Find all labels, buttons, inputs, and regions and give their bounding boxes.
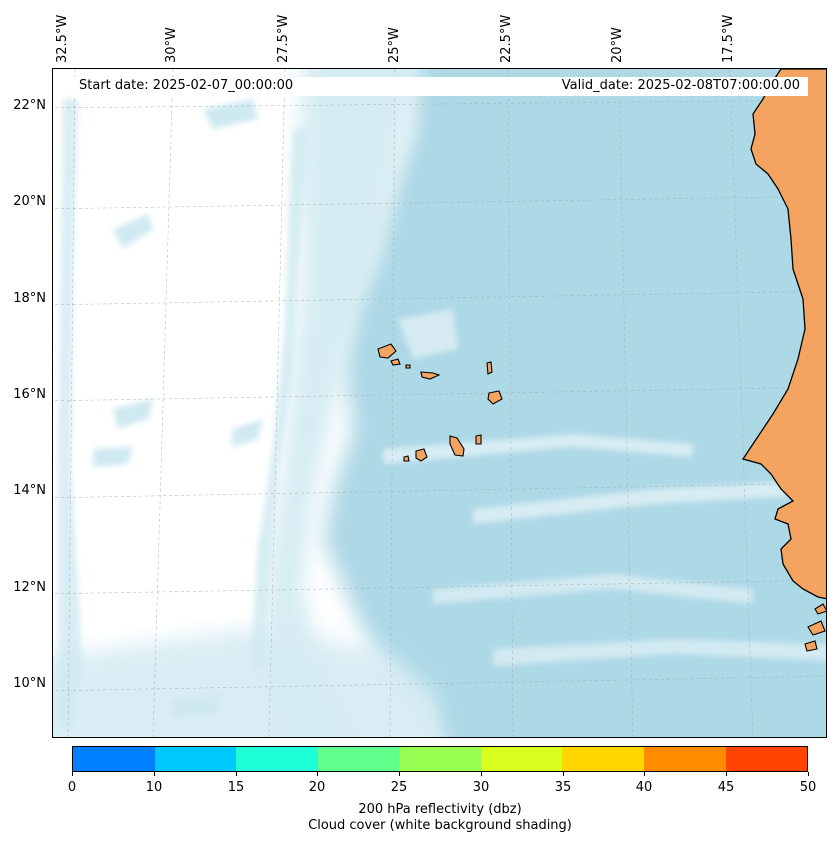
island-fogo (415, 448, 428, 462)
colorbar-tick-mark (399, 772, 400, 776)
lat-label-10n: 10°N (13, 676, 46, 691)
colorbar-tick-mark (481, 772, 482, 776)
lon-label-27-5w: 27.5°W (276, 14, 291, 63)
colorbar-tick-label: 10 (145, 780, 163, 795)
island-sao-nicolau (420, 371, 441, 380)
lat-label-18n: 18°N (13, 291, 46, 306)
colorbar-tick-mark (154, 772, 155, 776)
colorbar-segment-8 (725, 747, 808, 771)
colorbar-tick-label: 45 (717, 780, 735, 795)
colorbar-tick-mark (644, 772, 645, 776)
cloud-patch-1 (113, 214, 153, 249)
cloud-fringe (263, 69, 419, 737)
cloud-band-light-4 (493, 639, 826, 666)
africa-landmass (741, 69, 826, 600)
cloud-shading (53, 69, 826, 737)
colorbar-tick-mark (317, 772, 318, 776)
cloud-patch-6 (203, 99, 258, 129)
colorbar-segment-6 (562, 747, 644, 771)
lat-label-22n: 22°N (13, 98, 46, 113)
colorbar-tick-mark (563, 772, 564, 776)
colorbar-tick-label: 30 (472, 780, 490, 795)
colorbar-tick-label: 0 (67, 780, 77, 795)
colorbar-tick-label: 35 (554, 780, 572, 795)
island-brava (403, 455, 410, 462)
lon-label-30w: 30°W (164, 27, 179, 63)
colorbar-tick-mark (726, 772, 727, 776)
colorbar-tick-label: 15 (227, 780, 245, 795)
colorbar-segment-7 (643, 747, 726, 771)
lon-label-22-5w: 22.5°W (499, 14, 514, 63)
island-santiago (449, 435, 465, 457)
valid-date-text: Valid_date: 2025-02-08T07:00:00.00 (561, 78, 800, 93)
cloud-patch-5 (171, 694, 223, 717)
colorbar-segment-4 (399, 747, 481, 771)
lat-label-20n: 20°N (13, 194, 46, 209)
island-santo-antao (377, 343, 397, 359)
lat-label-14n: 14°N (13, 483, 46, 498)
cloud-hole (398, 309, 458, 359)
cape-verde-islands (377, 343, 503, 462)
colorbar (72, 746, 808, 772)
cloud-patch-3 (231, 419, 263, 447)
island-sal (486, 361, 493, 375)
island-boa-vista (487, 390, 503, 405)
cloud-band-south (53, 629, 445, 737)
colorbar-segment-3 (317, 747, 400, 771)
cloud-patch-2 (113, 399, 153, 429)
lat-label-12n: 12°N (13, 580, 46, 595)
date-header-bar (72, 77, 808, 96)
island-sao-vicente (390, 358, 401, 366)
colorbar-tick-label: 50 (799, 780, 817, 795)
cloud-band-light-2 (383, 434, 693, 464)
colorbar-segment-0 (73, 747, 155, 771)
colorbar-segment-5 (480, 747, 563, 771)
island-santa-luzia (405, 364, 411, 369)
cloud-band-light-3 (433, 574, 753, 604)
cloud-patch-4 (93, 447, 133, 467)
cloud-band-light-1 (473, 479, 826, 524)
colorbar-label-reflectivity: 200 hPa reflectivity (dbz) (358, 802, 522, 817)
colorbar-segment-2 (236, 747, 318, 771)
island-maio (475, 434, 482, 445)
colorbar-segment-1 (154, 747, 237, 771)
colorbar-tick-label: 20 (308, 780, 326, 795)
cloud-streak-west-1 (58, 99, 83, 729)
cloud-main-mass (323, 69, 826, 737)
colorbar-tick-mark (72, 772, 73, 776)
cloud-streak-west-2 (251, 129, 308, 669)
lon-label-32-5w: 32.5°W (55, 14, 70, 63)
bijagos-islands (804, 603, 826, 652)
lat-label-16n: 16°N (13, 387, 46, 402)
lon-label-25w: 25°W (387, 27, 402, 63)
lon-label-17-5w: 17.5°W (721, 14, 736, 63)
start-date-text: Start date: 2025-02-07_00:00:00 (79, 78, 294, 93)
colorbar-tick-mark (236, 772, 237, 776)
lon-label-20w: 20°W (610, 27, 625, 63)
graticule (53, 69, 826, 737)
colorbar-tick-label: 40 (635, 780, 653, 795)
colorbar-tick-label: 25 (390, 780, 408, 795)
map-panel[interactable] (52, 68, 827, 738)
colorbar-label-cloud-cover: Cloud cover (white background shading) (308, 818, 572, 833)
colorbar-tick-mark (808, 772, 809, 776)
